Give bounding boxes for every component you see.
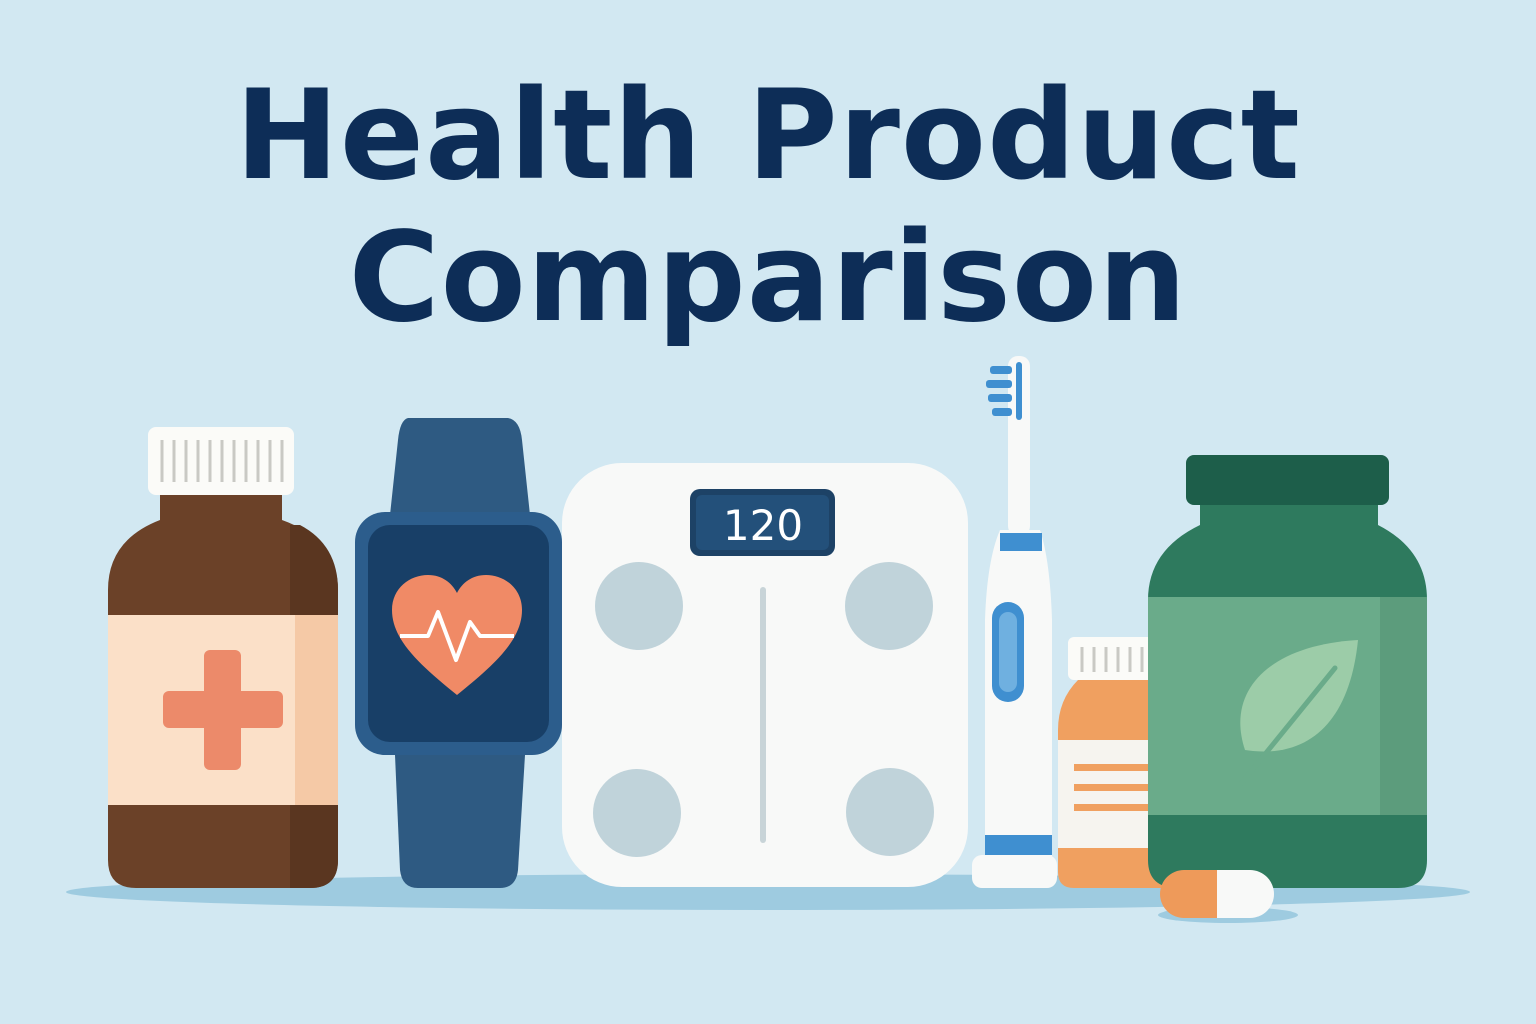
- scale-display: 120: [723, 501, 803, 550]
- leaf-icon: [1240, 640, 1358, 752]
- title-line-1: Health Product: [235, 64, 1301, 208]
- cross-icon: [163, 650, 283, 770]
- smartwatch: [355, 418, 569, 888]
- medicine-bottle: [108, 427, 338, 888]
- heart-icon: [392, 575, 522, 695]
- title-line-2: Comparison: [348, 206, 1188, 350]
- bristles: [986, 362, 1022, 420]
- electric-toothbrush: [972, 356, 1057, 888]
- capsule: [1158, 870, 1298, 923]
- supplement-jar: [1148, 455, 1427, 888]
- bathroom-scale: 120: [562, 463, 968, 887]
- heartbeat-line: [400, 610, 514, 662]
